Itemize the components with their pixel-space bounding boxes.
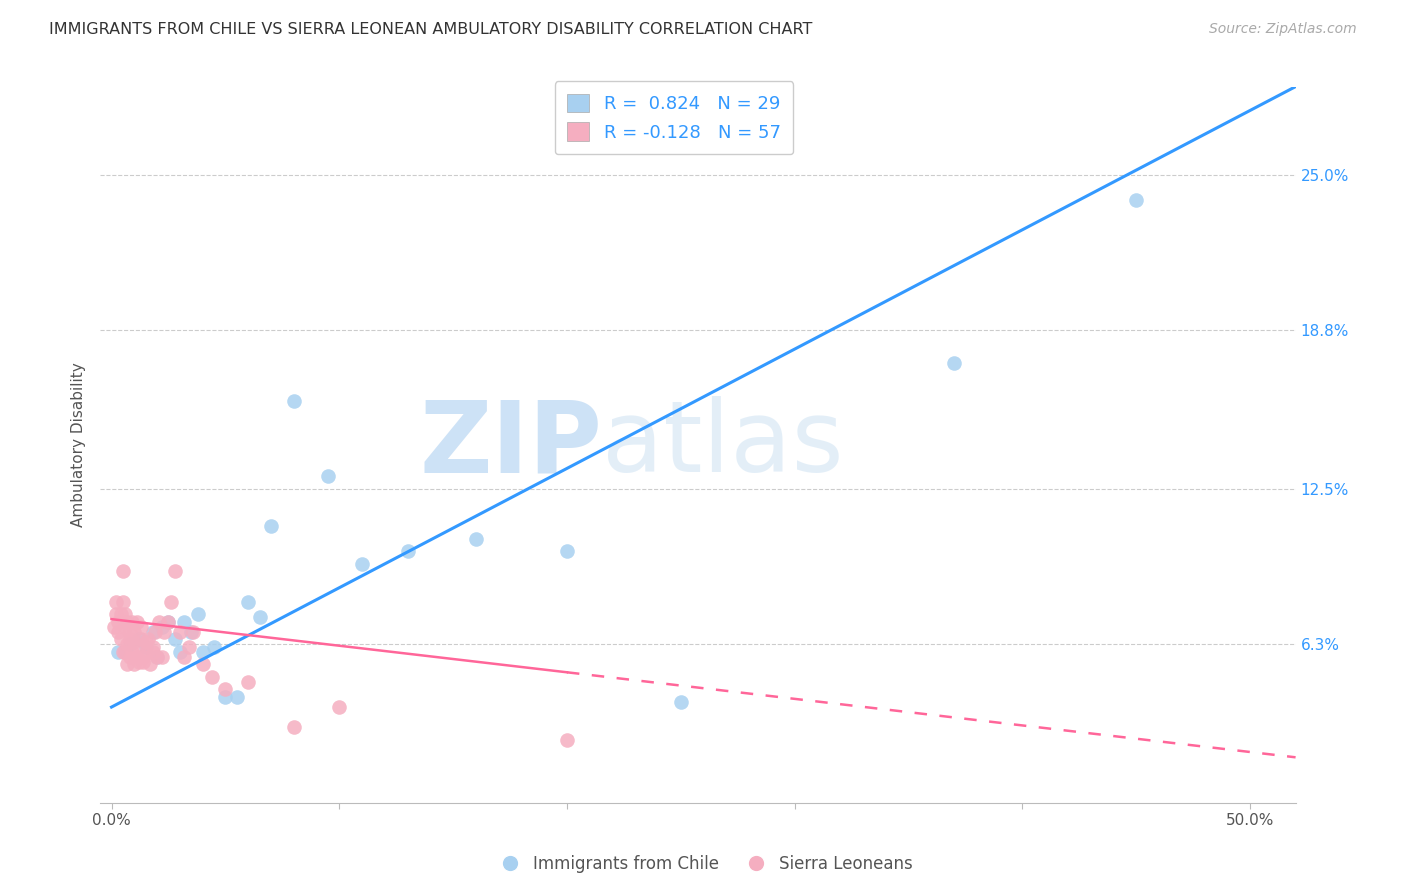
Point (114, 607, 136, 621)
Point (135, 645, 157, 659)
Point (350, 557, 373, 571)
Point (118, 632, 141, 647)
Text: IMMIGRANTS FROM CHILE VS SIERRA LEONEAN AMBULATORY DISABILITY CORRELATION CHART: IMMIGRANTS FROM CHILE VS SIERRA LEONEAN … (49, 22, 813, 37)
Point (283, 393, 305, 408)
Point (260, 519, 283, 533)
Point (111, 565, 134, 579)
Point (141, 640, 163, 654)
Point (169, 645, 191, 659)
Point (141, 624, 163, 639)
Point (124, 624, 146, 639)
Point (157, 615, 180, 629)
Point (283, 720, 305, 734)
Point (943, 356, 966, 370)
Point (669, 695, 692, 709)
Point (191, 657, 214, 672)
Point (464, 532, 486, 546)
Point (117, 637, 139, 651)
Point (148, 615, 170, 629)
Point (165, 565, 187, 579)
Point (141, 645, 163, 659)
Text: ZIP: ZIP (419, 396, 602, 493)
Point (103, 620, 125, 634)
Point (135, 634, 157, 648)
Text: Source: ZipAtlas.com: Source: ZipAtlas.com (1209, 22, 1357, 37)
Point (555, 732, 578, 747)
Point (118, 624, 141, 639)
Point (187, 607, 209, 621)
Point (214, 682, 236, 697)
Point (236, 675, 259, 690)
Point (124, 657, 146, 672)
Point (396, 544, 419, 558)
Point (105, 594, 128, 608)
Point (114, 645, 136, 659)
Point (124, 634, 146, 648)
Point (114, 620, 136, 634)
Point (157, 615, 180, 629)
Point (105, 607, 128, 621)
Point (107, 645, 129, 659)
Point (121, 615, 143, 629)
Point (111, 645, 134, 659)
Point (153, 624, 176, 639)
Point (107, 615, 129, 629)
Point (125, 649, 148, 664)
Point (128, 632, 150, 647)
Point (328, 700, 350, 714)
Point (225, 690, 247, 704)
Point (183, 624, 205, 639)
Point (191, 645, 214, 659)
Point (143, 624, 166, 639)
Point (159, 594, 181, 608)
Point (1125, 193, 1147, 207)
Text: atlas: atlas (602, 396, 844, 493)
Point (125, 615, 148, 629)
Point (555, 544, 578, 558)
Point (128, 655, 150, 669)
Point (150, 649, 173, 664)
Legend: Immigrants from Chile, Sierra Leoneans: Immigrants from Chile, Sierra Leoneans (486, 848, 920, 880)
Point (121, 645, 143, 659)
Point (169, 624, 191, 639)
Point (129, 620, 152, 634)
Point (110, 607, 132, 621)
Point (132, 655, 155, 669)
Point (165, 632, 187, 647)
Point (135, 640, 157, 654)
Point (117, 615, 139, 629)
Point (111, 594, 134, 608)
Point (118, 649, 141, 664)
Point (249, 609, 271, 624)
Point (214, 690, 236, 704)
Legend: R =  0.824   N = 29, R = -0.128   N = 57: R = 0.824 N = 29, R = -0.128 N = 57 (555, 81, 793, 154)
Point (117, 657, 139, 672)
Point (173, 615, 195, 629)
Point (128, 640, 150, 654)
Point (146, 649, 169, 664)
Point (129, 632, 152, 647)
Point (202, 640, 225, 654)
Point (236, 594, 259, 608)
Y-axis label: Ambulatory Disability: Ambulatory Disability (72, 362, 86, 527)
Point (177, 640, 200, 654)
Point (180, 624, 202, 639)
Point (110, 632, 132, 647)
Point (173, 649, 195, 664)
Point (118, 637, 141, 651)
Point (150, 620, 173, 634)
Point (136, 632, 159, 647)
Point (139, 657, 162, 672)
Point (132, 649, 155, 664)
Point (146, 649, 169, 664)
Point (201, 670, 224, 684)
Point (107, 624, 129, 639)
Point (316, 469, 339, 483)
